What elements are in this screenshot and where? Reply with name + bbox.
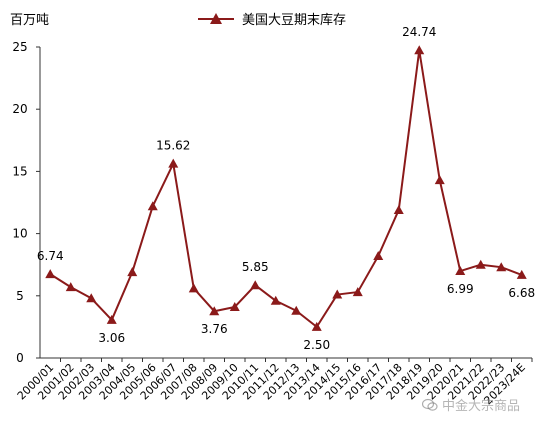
data-point-marker — [373, 250, 384, 260]
data-label: 5.85 — [242, 260, 269, 274]
data-point-marker — [65, 282, 76, 292]
data-point-marker — [434, 175, 445, 185]
data-point-marker — [475, 259, 486, 269]
data-point-marker — [332, 289, 343, 299]
watermark-text: 中金大宗商品 — [442, 399, 521, 414]
legend-marker-icon — [198, 12, 234, 24]
data-label: 15.62 — [156, 139, 190, 153]
data-point-marker — [127, 267, 138, 277]
series-line — [49, 49, 523, 328]
data-point-marker — [86, 293, 97, 303]
data-point-marker — [311, 321, 322, 331]
data-point-marker — [229, 301, 240, 311]
data-point-marker — [270, 295, 281, 305]
y-tick-label: 5 — [16, 289, 24, 303]
data-label: 6.68 — [508, 286, 535, 300]
data-point-marker — [291, 305, 302, 315]
legend: 美国大豆期末库存 — [196, 9, 346, 28]
data-point-marker — [496, 262, 507, 272]
data-label: 24.74 — [402, 25, 436, 39]
data-point-marker — [250, 280, 261, 290]
data-point-marker — [516, 269, 527, 279]
data-point-marker — [45, 269, 56, 279]
data-label: 6.99 — [447, 282, 474, 296]
watermark: 中金大宗商品 — [422, 395, 520, 414]
legend-label: 美国大豆期末库存 — [242, 13, 347, 28]
y-tick-label: 10 — [12, 227, 27, 241]
data-point-marker — [455, 266, 466, 276]
wechat-icon — [422, 398, 438, 411]
y-tick-label: 15 — [12, 164, 27, 178]
data-point-marker — [147, 201, 158, 211]
data-point-marker — [188, 283, 199, 293]
data-point-marker — [414, 45, 425, 55]
data-point-marker — [106, 314, 117, 324]
data-label: 3.76 — [201, 322, 228, 336]
data-point-marker — [393, 204, 404, 214]
data-label: 2.50 — [303, 338, 330, 352]
y-axis-unit-label: 百万吨 — [10, 13, 50, 28]
data-label: 6.74 — [37, 249, 64, 263]
data-point-marker — [352, 287, 363, 297]
data-point-marker — [168, 158, 179, 168]
y-tick-label: 0 — [16, 351, 24, 365]
y-tick-label: 25 — [12, 40, 27, 54]
y-tick-label: 20 — [12, 102, 27, 116]
data-point-marker — [209, 306, 220, 316]
data-label: 3.06 — [98, 331, 125, 345]
